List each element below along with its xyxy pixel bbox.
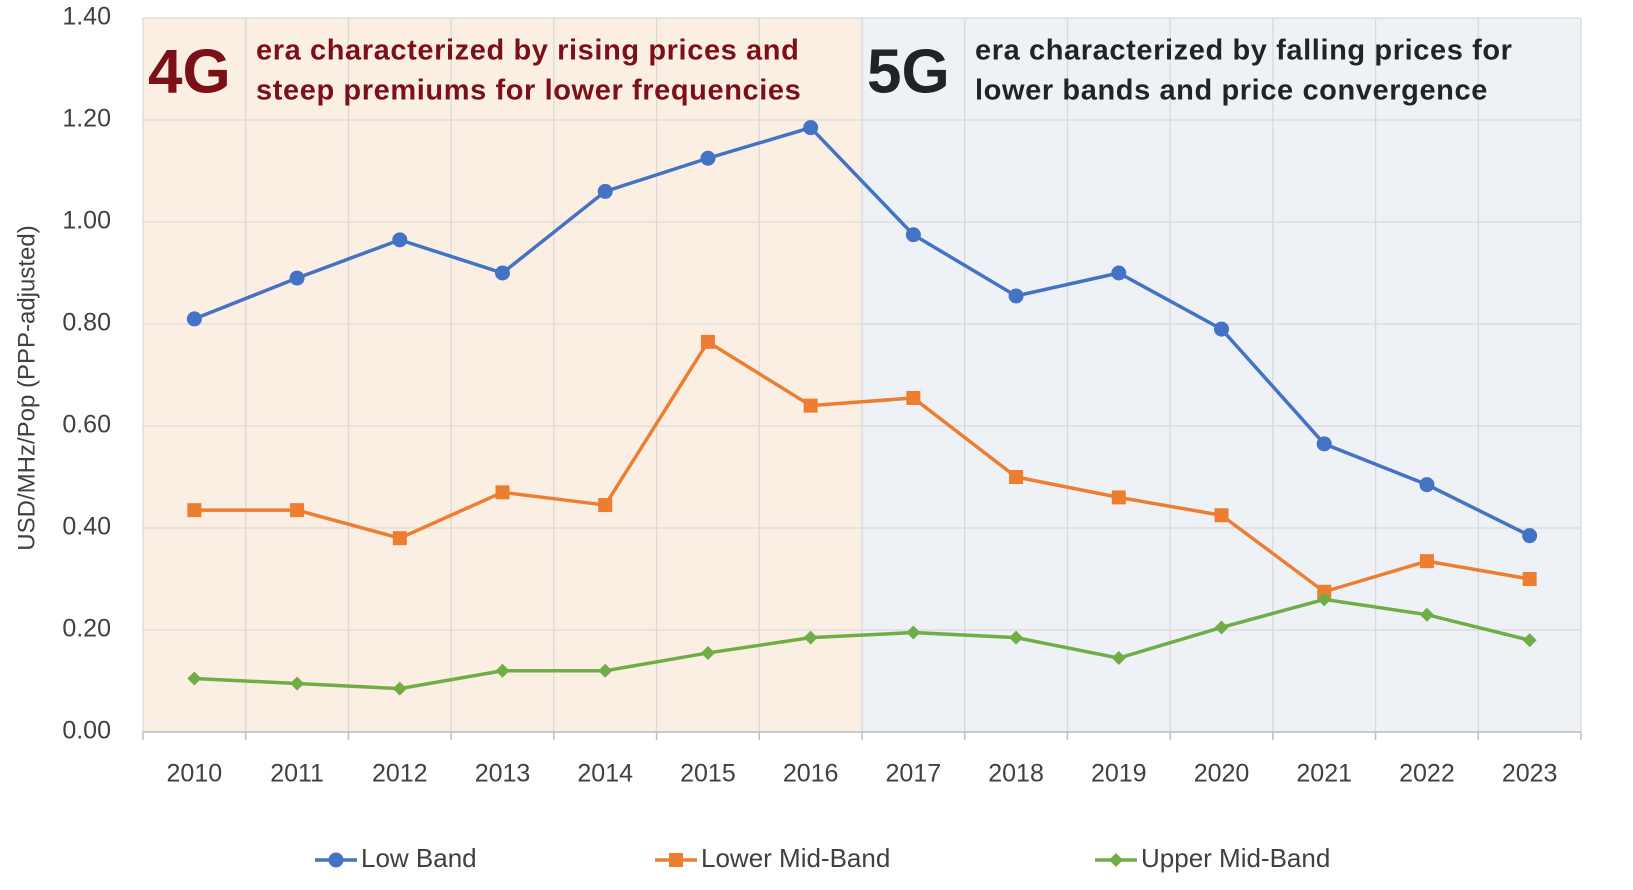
data-point	[598, 663, 613, 678]
data-point	[1317, 584, 1332, 599]
legend-label: Lower Mid-Band	[701, 843, 890, 873]
data-point	[392, 232, 408, 248]
data-point	[187, 503, 202, 518]
series-line	[194, 597, 1531, 691]
x-tick-label: 2020	[1194, 760, 1250, 788]
data-point	[495, 265, 510, 281]
x-tick-label: 2017	[886, 760, 942, 788]
data-point	[328, 852, 344, 868]
series-line	[194, 339, 1530, 594]
data-point	[1009, 470, 1024, 484]
data-point	[1214, 508, 1229, 523]
x-tick-label: 2012	[372, 760, 428, 788]
x-tick-label: 2011	[270, 760, 324, 788]
data-point	[186, 311, 202, 327]
data-point	[1214, 620, 1229, 635]
data-point	[1522, 572, 1537, 586]
data-point	[1214, 321, 1229, 337]
data-point	[803, 120, 819, 136]
era-description: era characterized by rising prices and	[256, 35, 799, 67]
data-point	[700, 645, 715, 660]
data-point	[290, 503, 305, 518]
data-point	[495, 663, 510, 678]
data-point	[1111, 490, 1126, 505]
x-tick-label: 2019	[1091, 760, 1147, 788]
y-tick-label: 1.00	[62, 207, 111, 235]
era-description: steep premiums for lower frequencies	[256, 75, 801, 107]
y-tick-label: 0.00	[62, 717, 111, 745]
data-point	[187, 671, 202, 686]
data-point	[906, 625, 921, 640]
legend-label: Upper Mid-Band	[1141, 843, 1330, 873]
era-description: lower bands and price convergence	[975, 75, 1488, 107]
data-point	[392, 681, 407, 696]
era-region	[143, 18, 862, 732]
y-tick-label: 0.80	[62, 309, 111, 337]
x-tick-label: 2010	[167, 760, 223, 788]
data-point	[1109, 853, 1123, 867]
data-point	[803, 398, 818, 413]
x-tick-label: 2013	[475, 760, 531, 788]
data-point	[495, 485, 510, 500]
data-point	[1419, 477, 1435, 493]
data-point	[1316, 436, 1332, 452]
y-tick-label: 1.20	[62, 105, 111, 133]
series-line	[193, 125, 1531, 538]
data-point	[905, 227, 921, 243]
data-point	[598, 498, 613, 513]
data-point	[1522, 528, 1538, 544]
data-point	[290, 676, 305, 691]
era-label: 4G	[148, 37, 231, 106]
data-point	[392, 531, 407, 546]
data-point	[597, 183, 613, 199]
data-point	[700, 334, 715, 349]
data-point	[803, 630, 818, 645]
era-label: 5G	[867, 37, 950, 106]
data-point	[1317, 592, 1332, 607]
data-point	[1111, 265, 1127, 281]
data-point	[906, 390, 921, 405]
x-tick-label: 2014	[577, 760, 633, 788]
data-point	[1419, 554, 1434, 569]
y-tick-label: 0.20	[62, 615, 111, 643]
y-tick-label: 0.60	[62, 411, 111, 439]
data-point	[1522, 633, 1537, 648]
x-tick-label: 2021	[1296, 760, 1352, 788]
y-tick-label: 0.40	[62, 513, 111, 541]
x-tick-label: 2023	[1502, 760, 1558, 788]
data-point	[1008, 288, 1024, 304]
data-point	[1419, 607, 1434, 622]
data-point	[1111, 651, 1126, 666]
x-tick-label: 2018	[988, 760, 1044, 788]
x-tick-label: 2016	[783, 760, 839, 788]
data-point	[289, 270, 305, 286]
y-axis-label: USD/MHz/Pop (PPP-adjusted)	[13, 225, 40, 550]
x-tick-label: 2015	[680, 760, 736, 788]
y-tick-label: 1.40	[62, 3, 111, 31]
data-point	[1009, 630, 1024, 645]
legend-label: Low Band	[361, 843, 477, 873]
data-point	[669, 853, 683, 867]
data-point	[700, 150, 716, 166]
x-tick-label: 2022	[1399, 760, 1455, 788]
era-description: era characterized by falling prices for	[975, 35, 1513, 67]
era-region	[862, 18, 1581, 732]
